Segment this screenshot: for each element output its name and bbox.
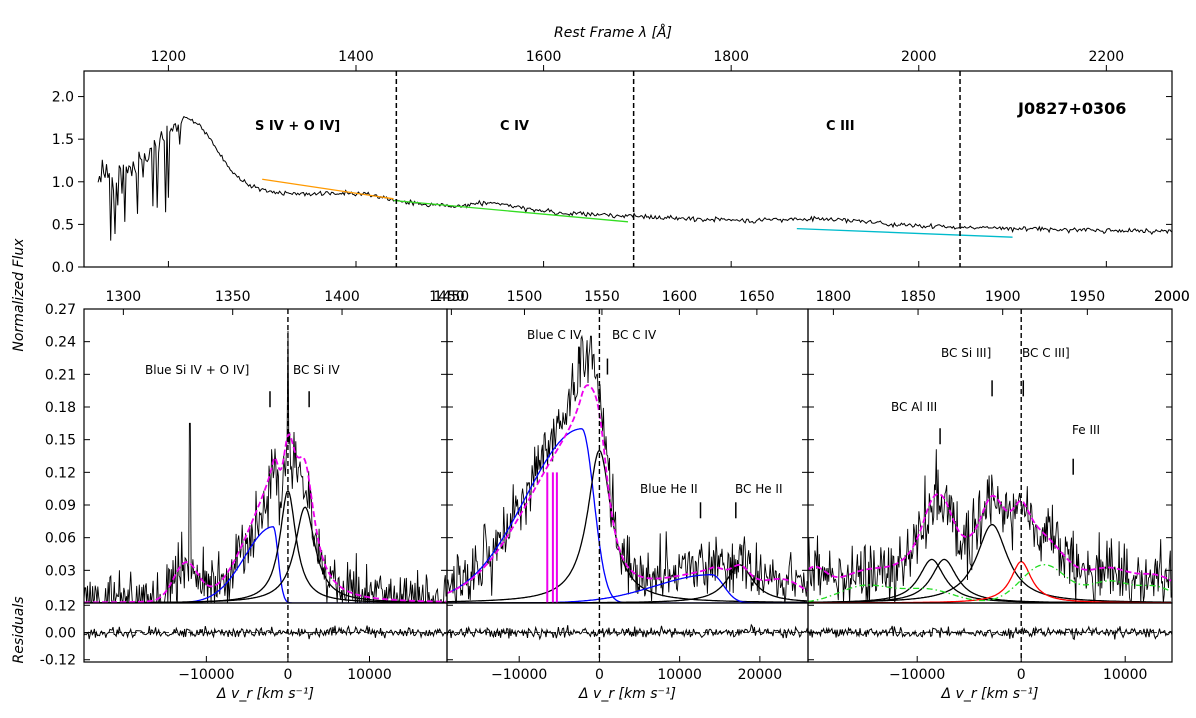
wavelength-tick-label: 2000 [1154, 289, 1190, 305]
continuum-cyan [796, 228, 1013, 238]
panel-siiv: 1300 1350 1400 1450 0.03 0.06 0.09 0.12 0.15 0.18… [40, 289, 469, 702]
top-frame [83, 70, 1173, 268]
component-blue-heii [447, 574, 808, 603]
velocity-axis-label: Δ v_r [km s⁻¹] [941, 686, 1039, 702]
ytick-label: 0.27 [45, 302, 76, 318]
ytick-label: 0.09 [45, 498, 76, 514]
ytick-label: 0.18 [45, 400, 76, 416]
ylabel-normalized-flux: Normalized Flux [11, 238, 27, 352]
velocity-tick-label: 0 [283, 667, 292, 683]
component-bc-civ [447, 449, 808, 603]
continuum-orange [262, 178, 394, 200]
residual-ytick-label: -0.12 [40, 653, 76, 669]
component-blue [84, 526, 447, 603]
velocity-tick-label: 0 [595, 667, 604, 683]
top-title: Rest Frame λ [Å] [554, 24, 672, 41]
wavelength-tick-label: 2000 [1154, 289, 1190, 305]
wavelength-tick-label: 1950 [1070, 289, 1106, 305]
ann-blue-heii: Blue He II [640, 482, 698, 496]
wavelength-tick-label: 1450 [434, 289, 470, 305]
ytick-label: 0.03 [45, 563, 76, 579]
ytick-label: 0.12 [45, 465, 76, 481]
wavelength-tick-label: 1400 [324, 289, 360, 305]
ann-bc-siiv: BC Si IV [293, 363, 341, 377]
panel-civ: 1450 1500 1550 1600 1650 −10000 0 10000 20000 Δ v… [429, 289, 809, 702]
top-ytick-label: 1.5 [52, 132, 74, 148]
ylabel-residuals: Residuals [11, 596, 27, 663]
component-model [84, 433, 447, 603]
velocity-tick-label: −10000 [491, 667, 547, 683]
component-fe-iii [808, 564, 1172, 603]
velocity-axis-label: Δ v_r [km s⁻¹] [216, 686, 314, 702]
wavelength-tick-label: 1550 [584, 289, 620, 305]
ann-bc-siiii: BC Si III] [941, 346, 991, 360]
top-spectrum-line [97, 115, 1172, 241]
ytick-label: 0.24 [45, 335, 76, 351]
velocity-axis-label: Δ v_r [km s⁻¹] [578, 686, 676, 702]
ann-bc-civ: BC C IV [612, 328, 657, 342]
top-spectrum-area [97, 71, 1172, 267]
residuals-line [807, 625, 1173, 641]
top-ytick-label: 2.0 [52, 90, 74, 106]
top-xtick-label: 2200 [1089, 49, 1125, 65]
label-ciii: C III [826, 119, 855, 134]
ann-bc-ciii: BC C III] [1022, 346, 1070, 360]
wavelength-tick-label: 1450 [429, 289, 465, 305]
top-xtick-label: 1600 [526, 49, 562, 65]
ann-blue-civ: Blue C IV [527, 328, 582, 342]
wavelength-tick-label: 1900 [985, 289, 1021, 305]
velocity-tick-label: 10000 [657, 667, 702, 683]
velocity-tick-label: 10000 [347, 667, 392, 683]
label-siv-oiv: S IV + O IV] [255, 119, 340, 134]
wavelength-tick-label: 1300 [106, 289, 142, 305]
top-xtick-label: 1400 [338, 49, 374, 65]
component-model [447, 384, 808, 595]
component-c-iii [808, 560, 1172, 603]
top-panel: Rest Frame λ [Å] 1200 1400 1600 1800 2000 220… [52, 24, 1173, 276]
ytick-label: 0.15 [45, 433, 76, 449]
velocity-tick-label: 20000 [738, 667, 783, 683]
velocity-tick-label: 10000 [1103, 667, 1148, 683]
continuum-green [393, 199, 629, 223]
top-ytick-label: 1.0 [52, 175, 74, 191]
observed-spectrum [447, 334, 808, 603]
velocity-tick-label: 0 [1017, 667, 1026, 683]
ytick-label: 0.06 [45, 531, 76, 547]
velocity-tick-label: −10000 [178, 667, 234, 683]
object-name: J0827+0306 [1017, 99, 1126, 118]
top-xtick-label: 1800 [713, 49, 749, 65]
observed-spectrum [84, 330, 447, 603]
wavelength-tick-label: 1850 [900, 289, 936, 305]
wavelength-tick-label: 1650 [739, 289, 775, 305]
wavelength-tick-label: 1500 [507, 289, 543, 305]
component-broad-red [84, 506, 447, 603]
panel-ciii-plot [808, 449, 1172, 603]
wavelength-tick-label: 1600 [662, 289, 698, 305]
top-ytick-label: 0.5 [52, 217, 74, 233]
panel-frame [83, 308, 448, 604]
residual-ytick-label: 0.00 [45, 626, 76, 642]
top-xtick-label: 1200 [151, 49, 187, 65]
ann-bc-heii: BC He II [735, 482, 783, 496]
top-ytick-label: 0.0 [52, 260, 74, 276]
velocity-tick-label: −10000 [889, 667, 945, 683]
component-si-iii [808, 523, 1172, 603]
wavelength-tick-label: 1800 [816, 289, 852, 305]
ann-blue-siiv: Blue Si IV + O IV] [145, 363, 249, 377]
panel-siiv-plot [84, 330, 447, 603]
residuals-line [446, 623, 809, 641]
top-xtick-label: 2000 [901, 49, 937, 65]
residual-ytick-label: 0.12 [45, 598, 76, 614]
ann-bc-aliii: BC Al III [891, 400, 937, 414]
panel-civ-plot [447, 334, 808, 603]
label-civ: C IV [500, 119, 529, 134]
ann-feiii: Fe III [1072, 423, 1100, 437]
residuals-line [83, 624, 447, 640]
wavelength-tick-label: 1350 [215, 289, 251, 305]
component-model [808, 493, 1172, 582]
ytick-label: 0.21 [45, 367, 76, 383]
